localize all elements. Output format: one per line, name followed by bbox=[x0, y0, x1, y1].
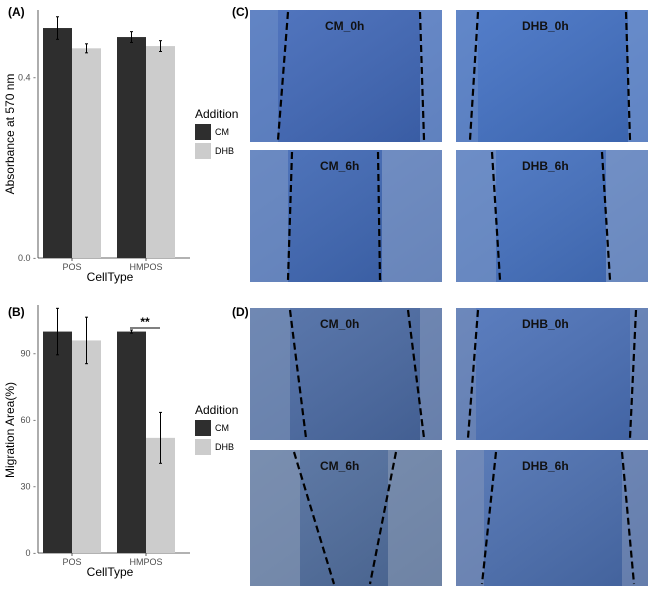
y-tick-label: 0 - bbox=[25, 548, 36, 558]
cell-layer-left bbox=[250, 450, 300, 586]
cell-layer-right bbox=[628, 10, 648, 142]
panel-a-x-ticks: POS HMPOS bbox=[62, 258, 163, 272]
bar-cm-pos bbox=[43, 331, 72, 553]
legend-b-label-dhb: DHB bbox=[215, 442, 234, 452]
legend-a-title: Addition bbox=[195, 107, 238, 121]
micrograph-c-cm-0h: CM_0h bbox=[250, 10, 442, 142]
cell-layer-left bbox=[456, 450, 484, 586]
cell-layer-left bbox=[250, 10, 278, 142]
legend-a-label-dhb: DHB bbox=[215, 146, 234, 156]
bar-dhb-hmpos bbox=[146, 46, 175, 259]
panel-b-x-ticks: POS HMPOS bbox=[62, 553, 163, 567]
bar-dhb-pos bbox=[72, 340, 101, 553]
wound-edge-right bbox=[368, 451, 398, 585]
micrograph-shading bbox=[250, 10, 442, 142]
legend-a-label-cm: CM bbox=[215, 127, 229, 137]
cell-layer-left bbox=[456, 10, 478, 142]
y-tick-label: 0.4 - bbox=[18, 73, 36, 83]
legend-a-swatch-dhb bbox=[195, 143, 211, 159]
legend-b-title: Addition bbox=[195, 403, 238, 417]
micrograph-d-dhb-0h: DHB_0h bbox=[456, 308, 648, 440]
cell-layer-right bbox=[382, 150, 442, 282]
micrograph-label: CM_6h bbox=[320, 459, 359, 473]
micrograph-label: DHB_6h bbox=[522, 459, 569, 473]
micrograph-shading bbox=[456, 308, 648, 440]
cell-layer-right bbox=[622, 450, 648, 586]
y-tick-label: 60 - bbox=[20, 415, 36, 425]
micrograph-d-cm-6h: CM_6h bbox=[250, 450, 442, 586]
cell-layer-right bbox=[420, 10, 442, 142]
legend-a: Addition CM DHB bbox=[195, 107, 238, 159]
cell-layer-right bbox=[606, 150, 648, 282]
panel-a: (A) 0.0 - 0.4 - POS HMPOS CellType Absorba… bbox=[3, 5, 190, 284]
legend-b-label-cm: CM bbox=[215, 423, 229, 433]
y-tick-label: 30 - bbox=[20, 482, 36, 492]
wound-edge-left bbox=[480, 451, 498, 585]
panel-b-y-ticks: 0 - 30 - 60 - 90 - bbox=[20, 349, 36, 558]
cell-layer-right bbox=[388, 450, 442, 586]
y-tick-label: 90 - bbox=[20, 349, 36, 359]
x-tick-label-hmpos: HMPOS bbox=[129, 557, 162, 567]
bar-cm-pos bbox=[43, 28, 72, 259]
cell-layer-left bbox=[456, 150, 496, 282]
micrograph-label: CM_0h bbox=[325, 19, 364, 33]
micrograph-c-dhb-0h: DHB_0h bbox=[456, 10, 648, 142]
wound-edge-right bbox=[620, 451, 636, 585]
x-tick-label-pos: POS bbox=[62, 262, 81, 272]
panel-b-letter: (B) bbox=[8, 305, 25, 319]
cell-layer-left bbox=[250, 150, 288, 282]
bar-cm-hmpos bbox=[117, 331, 146, 553]
panel-b: (B) 0 - 30 - 60 - 90 - POS HMPOS ** CellType… bbox=[3, 305, 190, 579]
micrograph-label: DHB_0h bbox=[522, 317, 569, 331]
micrograph-d-cm-0h: CM_0h bbox=[250, 308, 442, 440]
panel-b-x-title: CellType bbox=[87, 565, 134, 579]
panel-c-letter: (C) bbox=[232, 5, 249, 19]
micrograph-label: CM_6h bbox=[320, 159, 359, 173]
wound-edge-left bbox=[292, 451, 336, 585]
micrograph-shading bbox=[456, 10, 648, 142]
legend-a-swatch-cm bbox=[195, 124, 211, 140]
micrograph-c-dhb-6h: DHB_6h bbox=[456, 150, 648, 282]
x-tick-label-hmpos: HMPOS bbox=[129, 262, 162, 272]
panel-b-y-title: Migration Area(%) bbox=[3, 382, 17, 478]
legend-b-swatch-dhb bbox=[195, 439, 211, 455]
panel-c: (C) CM_0h DHB_0h CM_6h bbox=[232, 5, 648, 282]
bar-cm-hmpos bbox=[117, 37, 146, 258]
y-tick-label: 0.0 - bbox=[18, 253, 36, 263]
panel-a-bars bbox=[43, 16, 175, 259]
panel-a-y-title: Absorbance at 570 nm bbox=[3, 74, 17, 195]
legend-b: Addition CM DHB bbox=[195, 403, 238, 455]
panel-d: (D) CM_0h DHB_0h CM_6h bbox=[232, 305, 648, 586]
bar-dhb-pos bbox=[72, 48, 101, 259]
panel-a-letter: (A) bbox=[8, 5, 25, 19]
cell-layer-right bbox=[420, 308, 442, 440]
x-tick-label-pos: POS bbox=[62, 557, 81, 567]
cell-layer-left bbox=[250, 308, 290, 440]
micrograph-label: DHB_0h bbox=[522, 19, 569, 33]
micrograph-label: DHB_6h bbox=[522, 159, 569, 173]
panel-a-x-title: CellType bbox=[87, 270, 134, 284]
cell-layer-left bbox=[456, 308, 476, 440]
panel-b-bars bbox=[43, 307, 175, 553]
legend-b-swatch-cm bbox=[195, 420, 211, 436]
panel-d-letter: (D) bbox=[232, 305, 249, 319]
micrograph-label: CM_0h bbox=[320, 317, 359, 331]
micrograph-c-cm-6h: CM_6h bbox=[250, 150, 442, 282]
micrograph-d-dhb-6h: DHB_6h bbox=[456, 450, 648, 586]
panel-a-y-ticks: 0.0 - 0.4 - bbox=[18, 73, 36, 263]
cell-layer-right bbox=[630, 308, 648, 440]
significance-label: ** bbox=[140, 315, 150, 329]
